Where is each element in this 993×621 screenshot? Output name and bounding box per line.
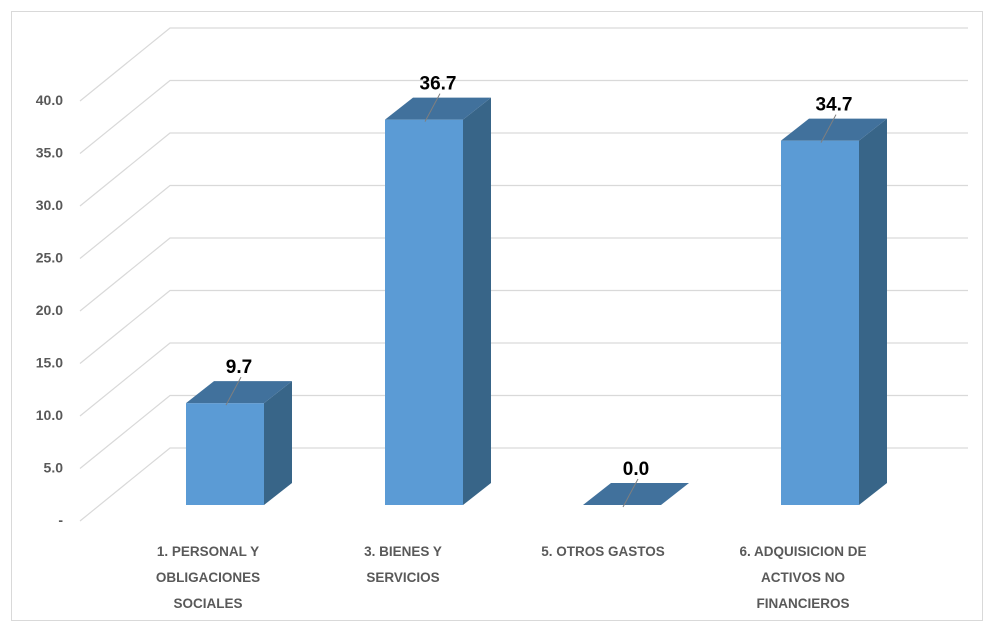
- category-label: 6. ADQUISICION DE: [739, 544, 866, 559]
- bar-side: [859, 118, 887, 506]
- x-axis-categories: 1. PERSONAL Y OBLIGACIONES SOCIALES 3. BIEN…: [156, 544, 867, 610]
- y-tick-label: -: [58, 512, 63, 528]
- gridline: [79, 132, 968, 207]
- bar-top: [186, 381, 292, 404]
- bar-side: [463, 97, 491, 506]
- gridline: [79, 289, 968, 364]
- category-label: 3. BIENES Y: [364, 544, 442, 559]
- y-tick-label: 30.0: [36, 197, 63, 213]
- bar-top: [583, 483, 689, 505]
- category-label: OBLIGACIONES: [156, 570, 260, 585]
- category-label: 5. OTROS GASTOS: [541, 544, 665, 559]
- y-tick-label: 5.0: [44, 460, 64, 476]
- gridline: [79, 184, 968, 259]
- category-label: SERVICIOS: [366, 570, 439, 585]
- data-label: 0.0: [623, 459, 649, 480]
- gridline: [79, 27, 968, 102]
- leader-line: [225, 376, 242, 406]
- gridlines: [79, 27, 968, 522]
- leader-line: [820, 114, 837, 143]
- bar: [781, 118, 887, 506]
- bars: [186, 97, 887, 506]
- leader-line: [424, 93, 441, 122]
- category-label: 1. PERSONAL Y: [157, 544, 259, 559]
- bar-front: [186, 403, 264, 505]
- bar-top: [781, 118, 887, 141]
- bar: [583, 483, 689, 505]
- category-label: SOCIALES: [173, 596, 242, 610]
- bar-side: [264, 381, 292, 505]
- gridline: [79, 342, 968, 417]
- gridline: [79, 447, 968, 522]
- y-tick-label: 20.0: [36, 302, 63, 318]
- y-tick-label: 10.0: [36, 407, 63, 423]
- leader-line: [622, 478, 639, 508]
- gridline: [79, 394, 968, 469]
- gridline: [79, 237, 968, 312]
- bar-front: [781, 140, 859, 505]
- y-axis-ticks: - 5.0 10.0 15.0 20.0 25.0 30.0 35.0 40.0: [36, 92, 64, 528]
- bar-top: [385, 97, 491, 120]
- category-label: ACTIVOS NO: [761, 570, 845, 585]
- bar: [186, 381, 292, 505]
- data-label: 34.7: [816, 95, 853, 116]
- y-tick-label: 40.0: [36, 92, 63, 108]
- category-label: FINANCIEROS: [756, 596, 849, 610]
- y-tick-label: 35.0: [36, 145, 63, 161]
- y-tick-label: 25.0: [36, 250, 63, 266]
- data-label: 9.7: [226, 357, 252, 378]
- y-tick-label: 15.0: [36, 355, 63, 371]
- bar: [385, 97, 491, 506]
- gridline: [79, 79, 968, 154]
- data-label: 36.7: [420, 74, 457, 95]
- data-labels: 9.7 36.7 0.0 34.7: [225, 74, 853, 508]
- bar-front: [385, 119, 463, 506]
